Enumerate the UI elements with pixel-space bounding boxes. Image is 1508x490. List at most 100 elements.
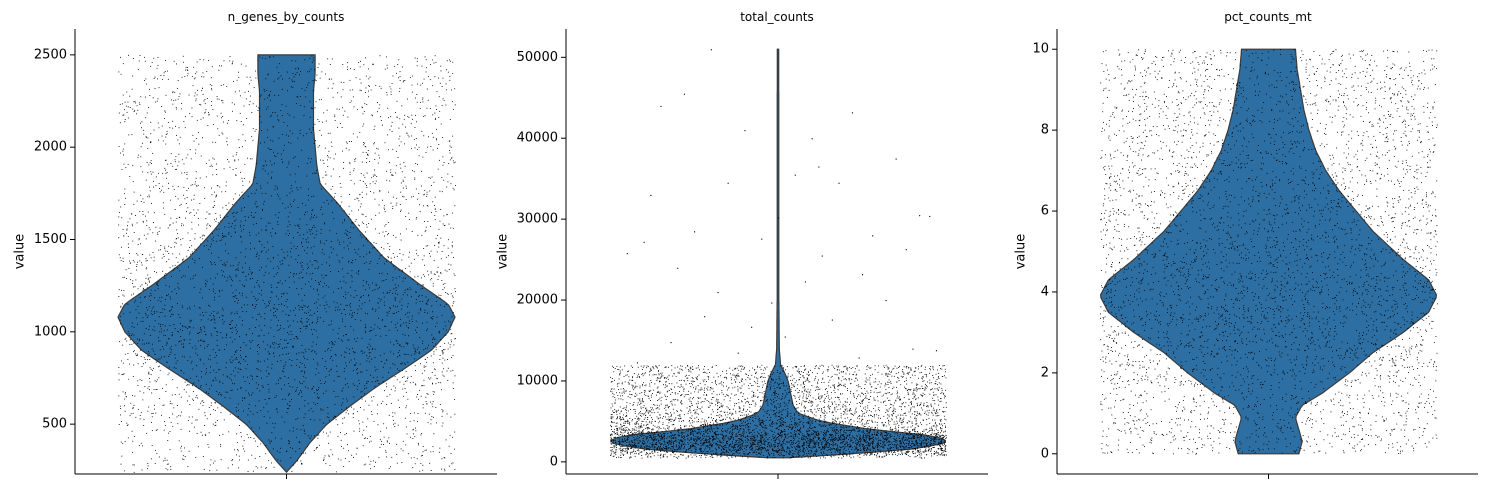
data-point: [351, 276, 353, 278]
data-point: [295, 436, 297, 438]
data-point: [199, 328, 201, 330]
data-point: [444, 334, 446, 336]
data-point: [283, 122, 285, 123]
data-point: [861, 418, 863, 420]
data-point: [174, 209, 176, 210]
data-point: [923, 442, 924, 444]
data-point: [411, 84, 413, 86]
data-point: [395, 292, 396, 294]
data-point: [251, 212, 253, 213]
data-point: [292, 386, 294, 388]
data-point: [370, 440, 372, 442]
data-point: [333, 301, 335, 303]
data-point: [378, 383, 380, 384]
data-point: [298, 68, 299, 70]
data-point: [129, 176, 131, 177]
data-point: [331, 320, 332, 322]
data-point: [277, 193, 278, 195]
data-point: [290, 187, 292, 189]
data-point: [326, 174, 328, 176]
data-point: [242, 271, 243, 273]
data-point: [392, 253, 394, 254]
data-point: [294, 314, 296, 316]
data-point: [231, 341, 233, 343]
data-point: [727, 414, 729, 416]
data-point: [165, 299, 166, 301]
data-point: [195, 152, 196, 154]
data-point: [163, 191, 165, 193]
data-point: [399, 407, 400, 408]
data-point: [169, 310, 171, 311]
data-point: [323, 457, 325, 459]
data-point: [353, 168, 355, 170]
data-point: [437, 168, 439, 170]
data-point: [176, 387, 178, 389]
data-point: [839, 421, 841, 423]
data-point: [366, 226, 368, 228]
data-point: [786, 415, 788, 416]
data-point: [403, 383, 405, 385]
data-point: [377, 404, 378, 406]
data-point: [675, 456, 677, 458]
data-point: [156, 100, 158, 102]
data-point: [924, 457, 925, 459]
data-point: [668, 440, 670, 441]
data-point: [299, 306, 301, 308]
data-point: [308, 157, 310, 159]
data-point: [311, 329, 312, 331]
data-point: [406, 187, 407, 189]
data-point: [209, 470, 211, 472]
data-point: [747, 444, 749, 446]
data-point: [338, 337, 340, 339]
data-point: [711, 425, 712, 427]
data-point: [158, 87, 160, 89]
data-point: [794, 395, 796, 397]
data-point: [694, 411, 696, 413]
data-point: [335, 419, 337, 421]
data-point: [224, 349, 225, 350]
data-point: [183, 389, 185, 391]
data-point: [438, 246, 440, 248]
data-point: [235, 351, 237, 353]
data-point: [256, 319, 257, 321]
data-point: [316, 447, 317, 449]
data-point: [407, 354, 409, 355]
data-point: [272, 112, 274, 113]
data-point: [442, 353, 444, 355]
data-point: [184, 339, 186, 341]
data-point: [388, 233, 389, 234]
data-point: [270, 309, 272, 311]
data-point: [229, 323, 231, 325]
data-point: [450, 329, 452, 331]
data-point: [378, 317, 380, 319]
data-point: [168, 188, 170, 189]
data-point: [387, 312, 389, 314]
data-point: [331, 58, 333, 60]
data-point: [430, 250, 432, 252]
data-point: [392, 277, 394, 278]
data-point: [303, 430, 305, 432]
data-point: [700, 447, 702, 449]
data-point: [389, 290, 391, 291]
data-point: [839, 449, 841, 451]
data-point: [273, 312, 274, 314]
data-point: [299, 74, 300, 76]
data-point: [296, 337, 298, 339]
data-point: [448, 255, 449, 257]
data-point: [403, 277, 405, 279]
data-point: [394, 324, 396, 326]
data-point: [169, 449, 171, 451]
data-point: [300, 187, 302, 189]
data-point: [741, 456, 743, 458]
data-point: [159, 227, 161, 229]
data-point: [311, 61, 313, 63]
data-point: [430, 146, 432, 147]
data-point: [174, 394, 176, 395]
data-point: [286, 166, 288, 168]
data-point: [318, 434, 320, 436]
data-point: [165, 159, 167, 161]
data-point: [415, 352, 417, 354]
data-point: [186, 171, 188, 173]
data-point: [133, 350, 135, 352]
data-point: [360, 407, 361, 408]
